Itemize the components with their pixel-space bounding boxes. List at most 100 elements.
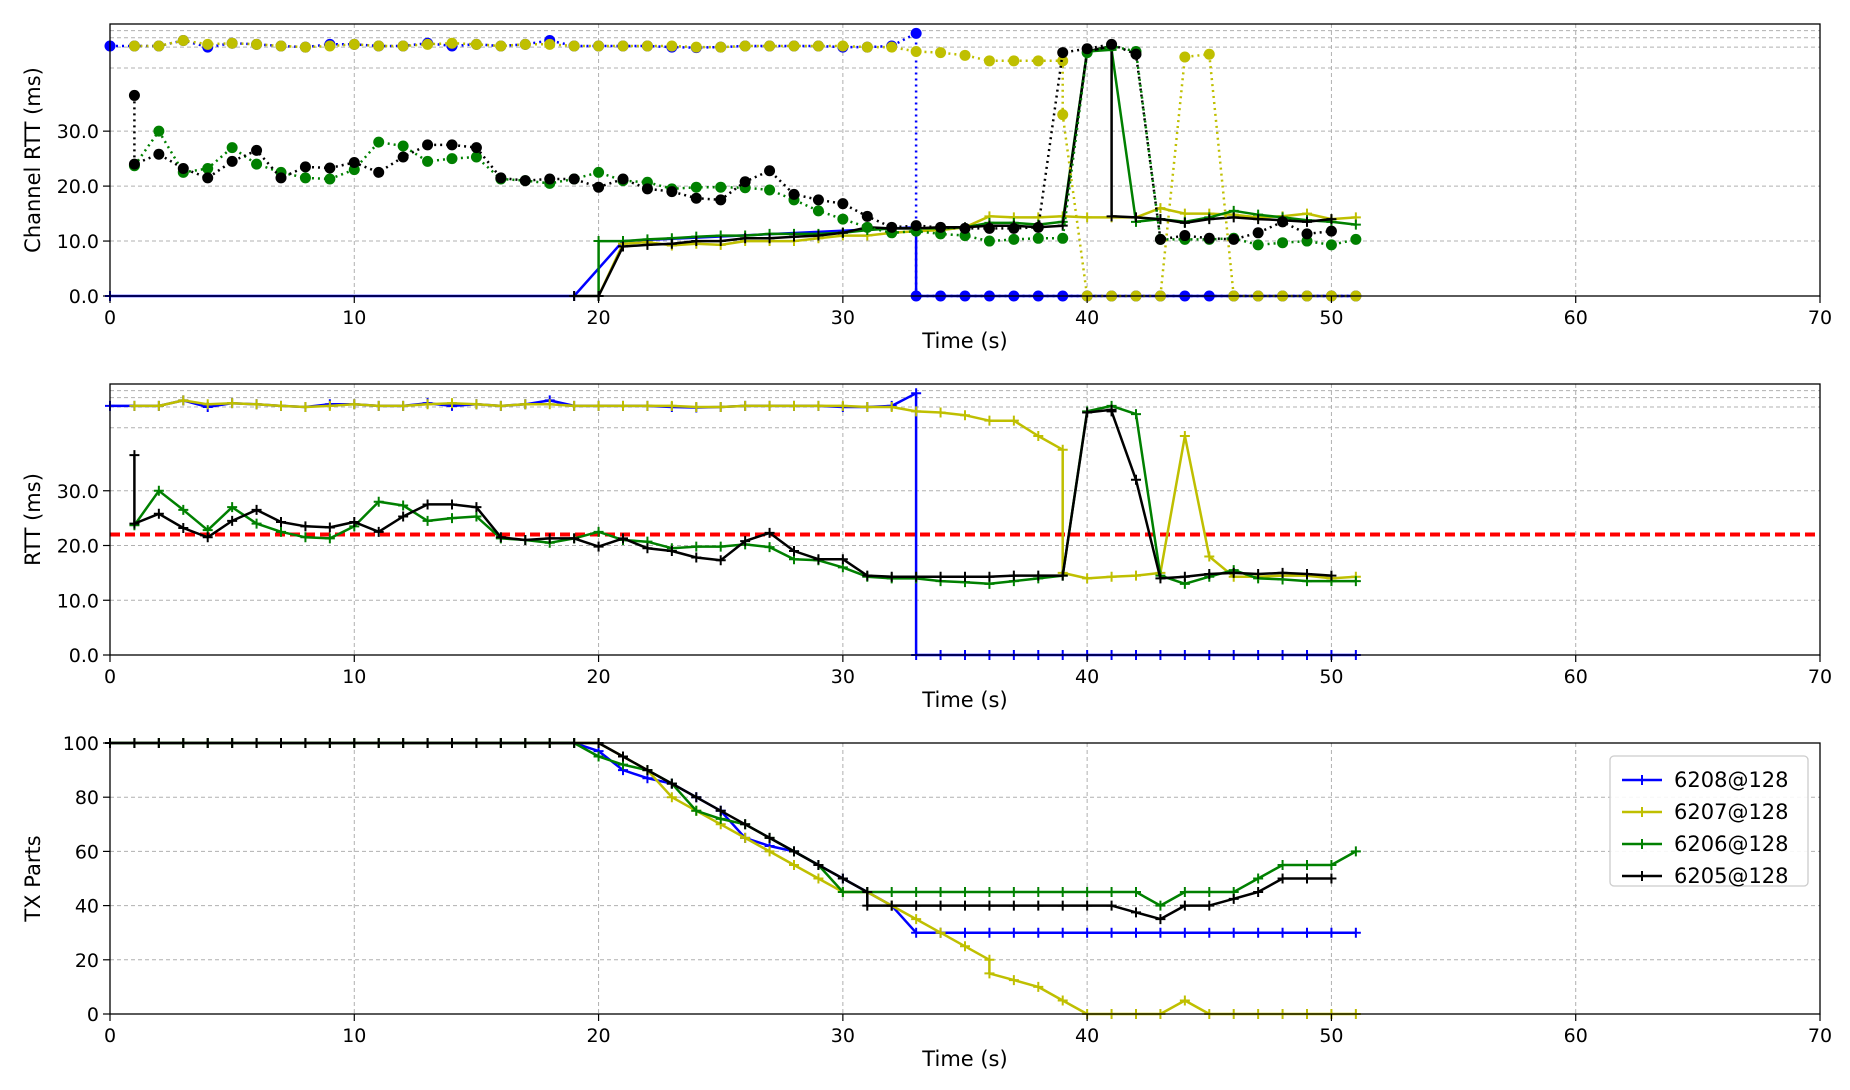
data-point-6205-128 <box>1179 900 1190 911</box>
data-point-6205-128 <box>642 239 653 250</box>
data-point-6205-128 <box>617 173 629 185</box>
data-point-6207-128 <box>617 40 629 52</box>
data-point-6206-128 <box>1204 887 1215 898</box>
series-line-6205-128 <box>133 408 1332 580</box>
data-point-6205-128 <box>1057 570 1068 581</box>
data-point-6207-128 <box>226 37 238 49</box>
data-point-6207-128 <box>348 38 360 50</box>
data-point-6207-128 <box>1203 48 1215 60</box>
data-point-6205-128 <box>1131 474 1141 485</box>
data-point-6205-128 <box>813 230 824 241</box>
data-point-6205-128 <box>910 220 922 232</box>
data-point-6207-128 <box>324 400 335 411</box>
y-axis-label: Channel RTT (ms) <box>21 67 45 253</box>
data-point-6207-128 <box>446 37 458 49</box>
data-point-6206-128 <box>373 136 385 148</box>
data-point-6205-128 <box>789 846 799 857</box>
data-point-6206-128 <box>1326 859 1337 870</box>
legend-label: 6207@128 <box>1674 800 1789 824</box>
data-point-6207-128 <box>959 49 971 61</box>
data-point-6205-128 <box>618 241 628 252</box>
data-point-6206-128 <box>1325 239 1337 251</box>
data-point-6207-128 <box>886 41 898 53</box>
data-point-6207-128 <box>593 400 604 411</box>
x-tick-label: 30 <box>831 666 855 688</box>
data-point-6206-128 <box>470 151 482 163</box>
data-point-6208-128 <box>1204 927 1215 938</box>
data-point-6206-128 <box>447 513 457 524</box>
data-point-6205-128 <box>153 508 164 519</box>
data-point-6205-128 <box>1204 900 1215 911</box>
x-tick-label: 30 <box>831 307 855 329</box>
data-point-6205-128 <box>1228 893 1239 904</box>
data-point-6205-128 <box>1033 570 1044 581</box>
data-point-6206-128 <box>153 485 164 496</box>
data-point-6206-128 <box>226 142 238 154</box>
data-point-6205-128 <box>642 543 653 554</box>
data-point-6207-128 <box>641 40 653 52</box>
data-point-6205-128 <box>1008 900 1019 911</box>
data-point-6207-128 <box>666 40 678 52</box>
x-tick-label: 60 <box>1564 307 1588 329</box>
y-tick-label: 10.0 <box>57 231 99 253</box>
data-point-6207-128 <box>789 859 799 870</box>
series-line-6206-128 <box>597 48 1357 296</box>
data-point-6208-128 <box>1106 927 1117 938</box>
data-point-6207-128 <box>642 400 653 411</box>
data-point-6207-128 <box>1008 55 1020 67</box>
data-point-6207-128 <box>299 41 311 53</box>
data-point-6207-128 <box>373 400 384 411</box>
data-point-6207-128 <box>519 38 531 50</box>
data-point-6208-128 <box>984 927 995 938</box>
data-point-6205-128 <box>788 188 800 200</box>
data-point-6205-128 <box>1082 407 1093 418</box>
data-point-6205-128 <box>593 541 604 552</box>
axes-frame <box>109 742 1821 1015</box>
x-tick-label: 70 <box>1808 666 1832 688</box>
data-point-6206-128 <box>593 751 604 762</box>
data-point-6207-128 <box>275 40 287 52</box>
data-point-6205-128 <box>960 900 970 911</box>
axes-frame <box>109 383 1821 656</box>
data-point-6206-128 <box>1350 846 1361 857</box>
x-tick-label: 60 <box>1564 1025 1588 1047</box>
data-point-6206-128 <box>935 887 946 898</box>
data-point-6206-128 <box>1057 232 1069 244</box>
data-point-6208-128 <box>1057 927 1068 938</box>
data-point-6206-128 <box>1008 233 1020 245</box>
data-point-6208-128 <box>910 27 922 39</box>
data-point-6207-128 <box>935 47 947 59</box>
y-tick-label: 60 <box>75 841 99 863</box>
x-tick-label: 50 <box>1319 666 1343 688</box>
data-point-6205-128 <box>886 221 898 233</box>
data-point-6205-128 <box>1155 914 1166 925</box>
data-point-6208-128 <box>1228 927 1239 938</box>
data-point-6207-128 <box>862 401 873 412</box>
data-point-6206-128 <box>764 184 776 196</box>
data-point-6207-128 <box>569 400 580 411</box>
data-point-6205-128 <box>520 535 531 546</box>
x-tick-label: 0 <box>104 666 116 688</box>
data-point-6205-128 <box>1154 233 1166 245</box>
series-line-6207-128 <box>597 206 1356 297</box>
data-point-6207-128 <box>812 40 824 52</box>
data-point-6205-128 <box>1008 222 1020 234</box>
data-point-6205-128 <box>911 900 922 911</box>
data-point-6205-128 <box>1131 212 1141 223</box>
data-point-6207-128 <box>1057 995 1068 1006</box>
x-tick-label: 10 <box>342 1025 366 1047</box>
x-tick-label: 50 <box>1319 1025 1343 1047</box>
panel-2: 0 10 20 30 40 50 60 70 0.0 10.0 20.0 30.0 Time (s) RT… <box>21 383 1832 712</box>
data-point-6207-128 <box>740 832 751 843</box>
series-line-6208-128 <box>110 226 1356 298</box>
data-point-6206-128 <box>1082 887 1093 898</box>
data-point-6205-128 <box>568 173 580 185</box>
data-point-6207-128 <box>1106 571 1117 582</box>
data-point-6205-128 <box>789 231 799 242</box>
data-point-6205-128 <box>764 233 775 244</box>
series-line-6206-128 <box>133 404 1356 586</box>
legend-box <box>1609 755 1809 887</box>
data-point-6207-128 <box>276 400 286 411</box>
x-tick-label: 20 <box>586 666 610 688</box>
series-line-6207-128 <box>110 741 1356 1016</box>
